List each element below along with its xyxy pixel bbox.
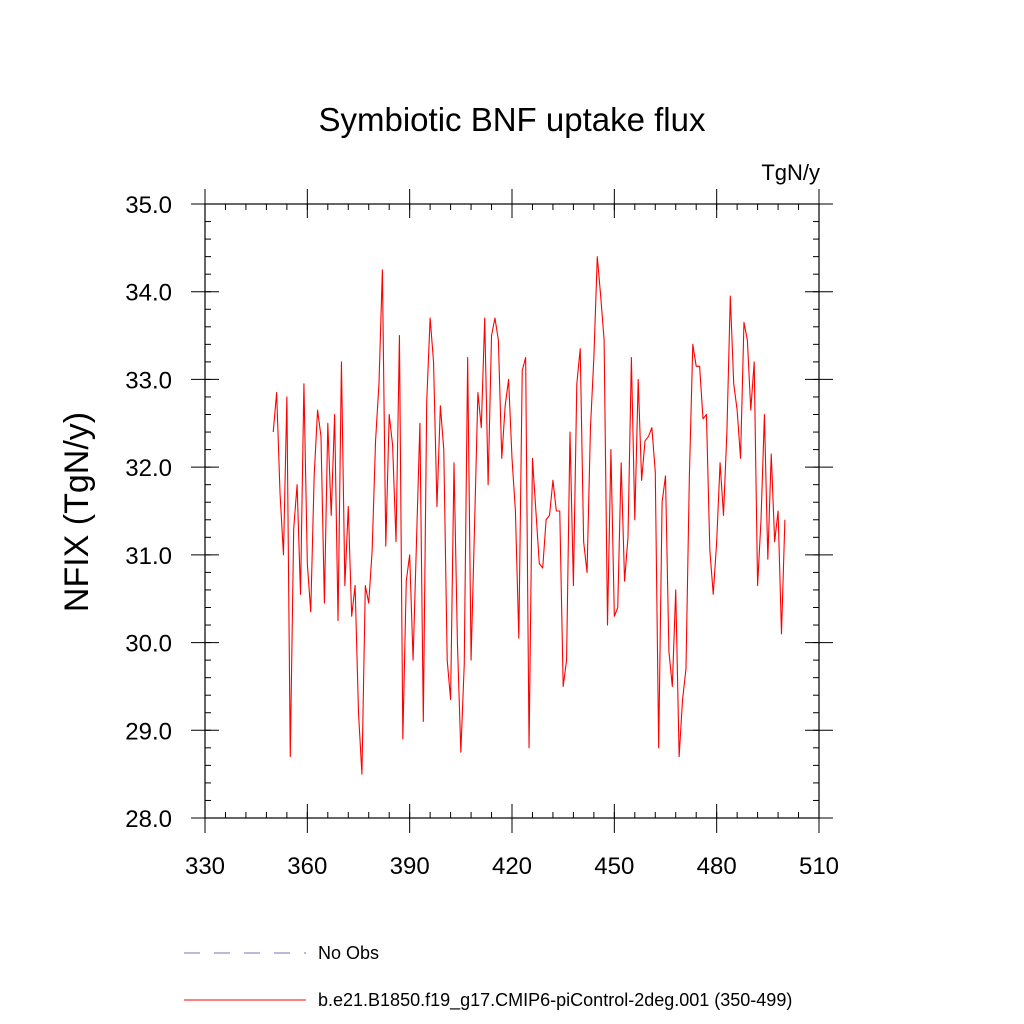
y-tick-label: 33.0 — [125, 367, 172, 394]
x-tick-label: 450 — [594, 853, 634, 880]
x-tick-label: 480 — [697, 853, 737, 880]
series-line — [272, 256, 786, 775]
x-tick-label: 330 — [185, 853, 225, 880]
legend: No Obs b.e21.B1850.f19_g17.CMIP6-piContro… — [184, 943, 792, 1011]
major-ticks — [191, 189, 833, 833]
chart-title: Symbiotic BNF uptake flux — [319, 101, 706, 138]
y-tick-label: 35.0 — [125, 192, 172, 219]
minor-ticks — [204, 203, 820, 819]
x-tick-label: 360 — [287, 853, 327, 880]
y-tick-label: 31.0 — [125, 543, 172, 570]
tick-labels: 330 360 390 420 450 480 510 28.0 29.0 30.0 31.0 32.… — [125, 192, 839, 880]
legend-label: No Obs — [318, 943, 379, 963]
plot-frame — [204, 203, 820, 819]
units-label: TgN/y — [761, 160, 820, 185]
legend-label: b.e21.B1850.f19_g17.CMIP6-piControl-2deg… — [318, 990, 792, 1011]
y-tick-label: 28.0 — [125, 806, 172, 833]
y-tick-label: 30.0 — [125, 631, 172, 658]
y-tick-label: 29.0 — [125, 718, 172, 745]
y-tick-label: 32.0 — [125, 455, 172, 482]
x-tick-label: 420 — [492, 853, 532, 880]
series-layer — [272, 256, 786, 775]
y-axis-label: NFIX (TgN/y) — [58, 412, 96, 612]
x-tick-label: 510 — [799, 853, 839, 880]
y-tick-label: 34.0 — [125, 280, 172, 307]
x-tick-label: 390 — [390, 853, 430, 880]
